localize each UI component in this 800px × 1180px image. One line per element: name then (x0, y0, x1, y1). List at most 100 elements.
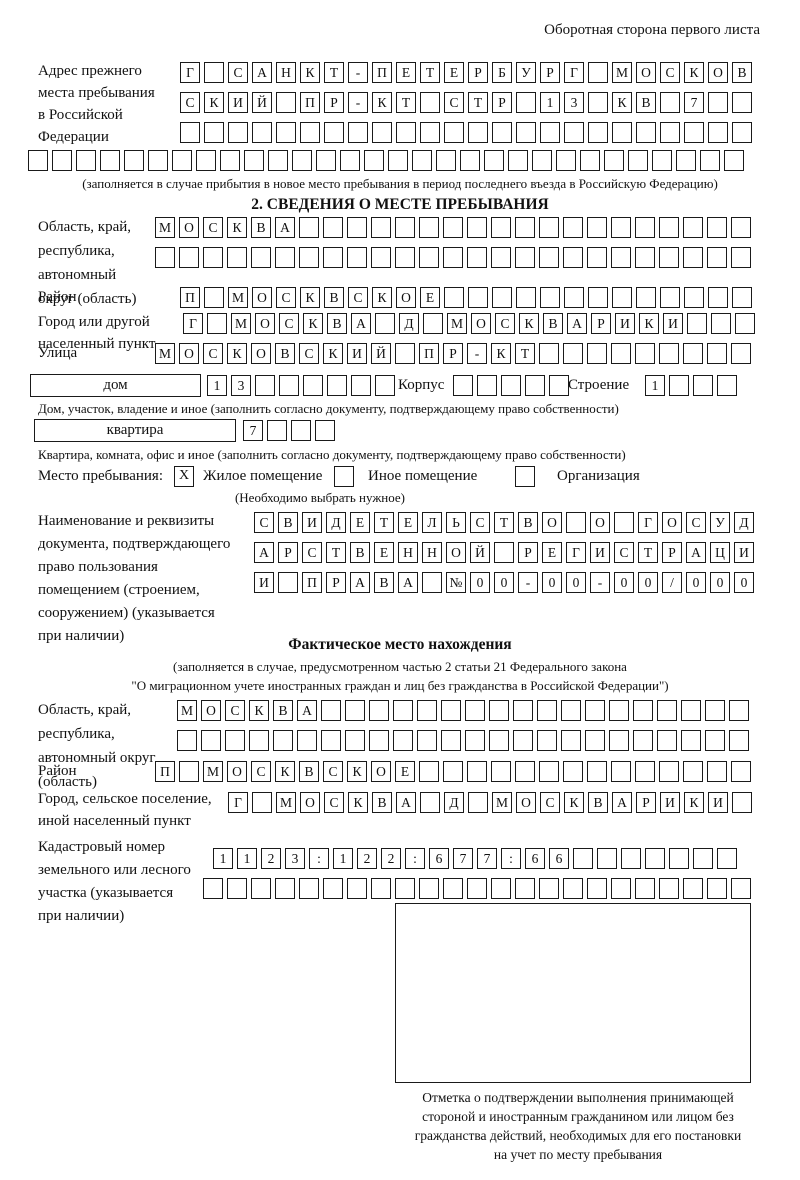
form-cell[interactable]: С (279, 313, 299, 334)
form-cell[interactable]: Д (399, 313, 419, 334)
form-cell[interactable] (585, 730, 605, 751)
form-cell[interactable] (731, 761, 751, 782)
form-cell[interactable] (585, 700, 605, 721)
form-cell[interactable]: Т (494, 512, 514, 533)
form-cell[interactable] (196, 150, 216, 171)
form-cell[interactable] (708, 92, 728, 113)
form-cell[interactable] (633, 730, 653, 751)
form-cell[interactable] (321, 730, 341, 751)
form-cell[interactable] (419, 247, 439, 268)
form-cell[interactable] (275, 878, 295, 899)
form-cell[interactable] (515, 217, 535, 238)
form-cell[interactable]: С (540, 792, 560, 813)
form-cell[interactable] (587, 878, 607, 899)
form-cell[interactable] (683, 217, 703, 238)
form-cell[interactable]: К (275, 761, 295, 782)
form-cell[interactable] (705, 700, 725, 721)
form-cell[interactable]: К (639, 313, 659, 334)
form-cell[interactable]: 2 (357, 848, 377, 869)
form-cell[interactable]: П (302, 572, 322, 593)
form-cell[interactable] (611, 878, 631, 899)
form-cell[interactable] (443, 247, 463, 268)
form-cell[interactable] (419, 217, 439, 238)
form-cell[interactable] (76, 150, 96, 171)
form-cell[interactable] (420, 92, 440, 113)
form-cell[interactable] (587, 343, 607, 364)
form-cell[interactable] (492, 122, 512, 143)
form-cell[interactable]: С (251, 761, 271, 782)
form-cell[interactable]: К (612, 92, 632, 113)
form-cell[interactable]: Б (492, 62, 512, 83)
form-cell[interactable]: 0 (542, 572, 562, 593)
form-cell[interactable] (348, 122, 368, 143)
form-cell[interactable]: 1 (237, 848, 257, 869)
form-cell[interactable]: В (299, 761, 319, 782)
form-cell[interactable]: С (660, 62, 680, 83)
form-cell[interactable]: - (348, 62, 368, 83)
form-cell[interactable] (124, 150, 144, 171)
form-cell[interactable] (395, 217, 415, 238)
form-cell[interactable] (220, 150, 240, 171)
form-cell[interactable] (614, 512, 634, 533)
form-cell[interactable] (203, 878, 223, 899)
form-cell[interactable]: В (324, 287, 344, 308)
form-cell[interactable] (465, 730, 485, 751)
form-cell[interactable]: П (155, 761, 175, 782)
form-cell[interactable]: Е (395, 761, 415, 782)
form-cell[interactable]: П (180, 287, 200, 308)
form-cell[interactable] (419, 878, 439, 899)
form-cell[interactable] (203, 247, 223, 268)
form-cell[interactable]: К (372, 92, 392, 113)
form-cell[interactable] (180, 122, 200, 143)
form-cell[interactable]: К (519, 313, 539, 334)
form-cell[interactable] (268, 150, 288, 171)
form-cell[interactable]: 0 (638, 572, 658, 593)
form-cell[interactable] (291, 420, 311, 441)
form-cell[interactable] (204, 287, 224, 308)
form-cell[interactable] (681, 700, 701, 721)
form-cell[interactable]: Й (470, 542, 490, 563)
form-cell[interactable] (321, 700, 341, 721)
form-cell[interactable] (276, 92, 296, 113)
form-cell[interactable]: 1 (645, 375, 665, 396)
form-cell[interactable] (683, 761, 703, 782)
form-cell[interactable]: А (398, 572, 418, 593)
form-cell[interactable]: Е (542, 542, 562, 563)
form-cell[interactable] (303, 375, 323, 396)
form-cell[interactable]: : (501, 848, 521, 869)
form-cell[interactable]: В (350, 542, 370, 563)
form-cell[interactable]: О (179, 343, 199, 364)
form-cell[interactable]: О (708, 62, 728, 83)
form-cell[interactable]: И (228, 92, 248, 113)
form-cell[interactable]: 7 (453, 848, 473, 869)
form-cell[interactable]: К (303, 313, 323, 334)
form-cell[interactable] (299, 247, 319, 268)
form-cell[interactable] (635, 761, 655, 782)
form-cell[interactable]: А (297, 700, 317, 721)
checkbox-residential[interactable]: X (174, 466, 194, 487)
form-cell[interactable] (588, 287, 608, 308)
form-cell[interactable]: А (396, 792, 416, 813)
form-cell[interactable] (177, 730, 197, 751)
form-cell[interactable]: Й (371, 343, 391, 364)
form-cell[interactable]: - (467, 343, 487, 364)
form-cell[interactable]: 1 (333, 848, 353, 869)
form-cell[interactable] (467, 761, 487, 782)
form-cell[interactable] (395, 343, 415, 364)
form-cell[interactable]: С (299, 343, 319, 364)
form-cell[interactable] (467, 247, 487, 268)
form-cell[interactable] (516, 92, 536, 113)
form-cell[interactable]: 6 (429, 848, 449, 869)
form-cell[interactable] (564, 287, 584, 308)
form-cell[interactable] (525, 375, 545, 396)
form-cell[interactable] (563, 761, 583, 782)
form-cell[interactable]: Р (492, 92, 512, 113)
form-cell[interactable] (417, 730, 437, 751)
form-cell[interactable] (441, 700, 461, 721)
form-cell[interactable] (467, 217, 487, 238)
form-cell[interactable]: Н (276, 62, 296, 83)
form-cell[interactable] (419, 761, 439, 782)
form-cell[interactable] (323, 878, 343, 899)
form-cell[interactable] (564, 122, 584, 143)
form-cell[interactable]: 7 (684, 92, 704, 113)
